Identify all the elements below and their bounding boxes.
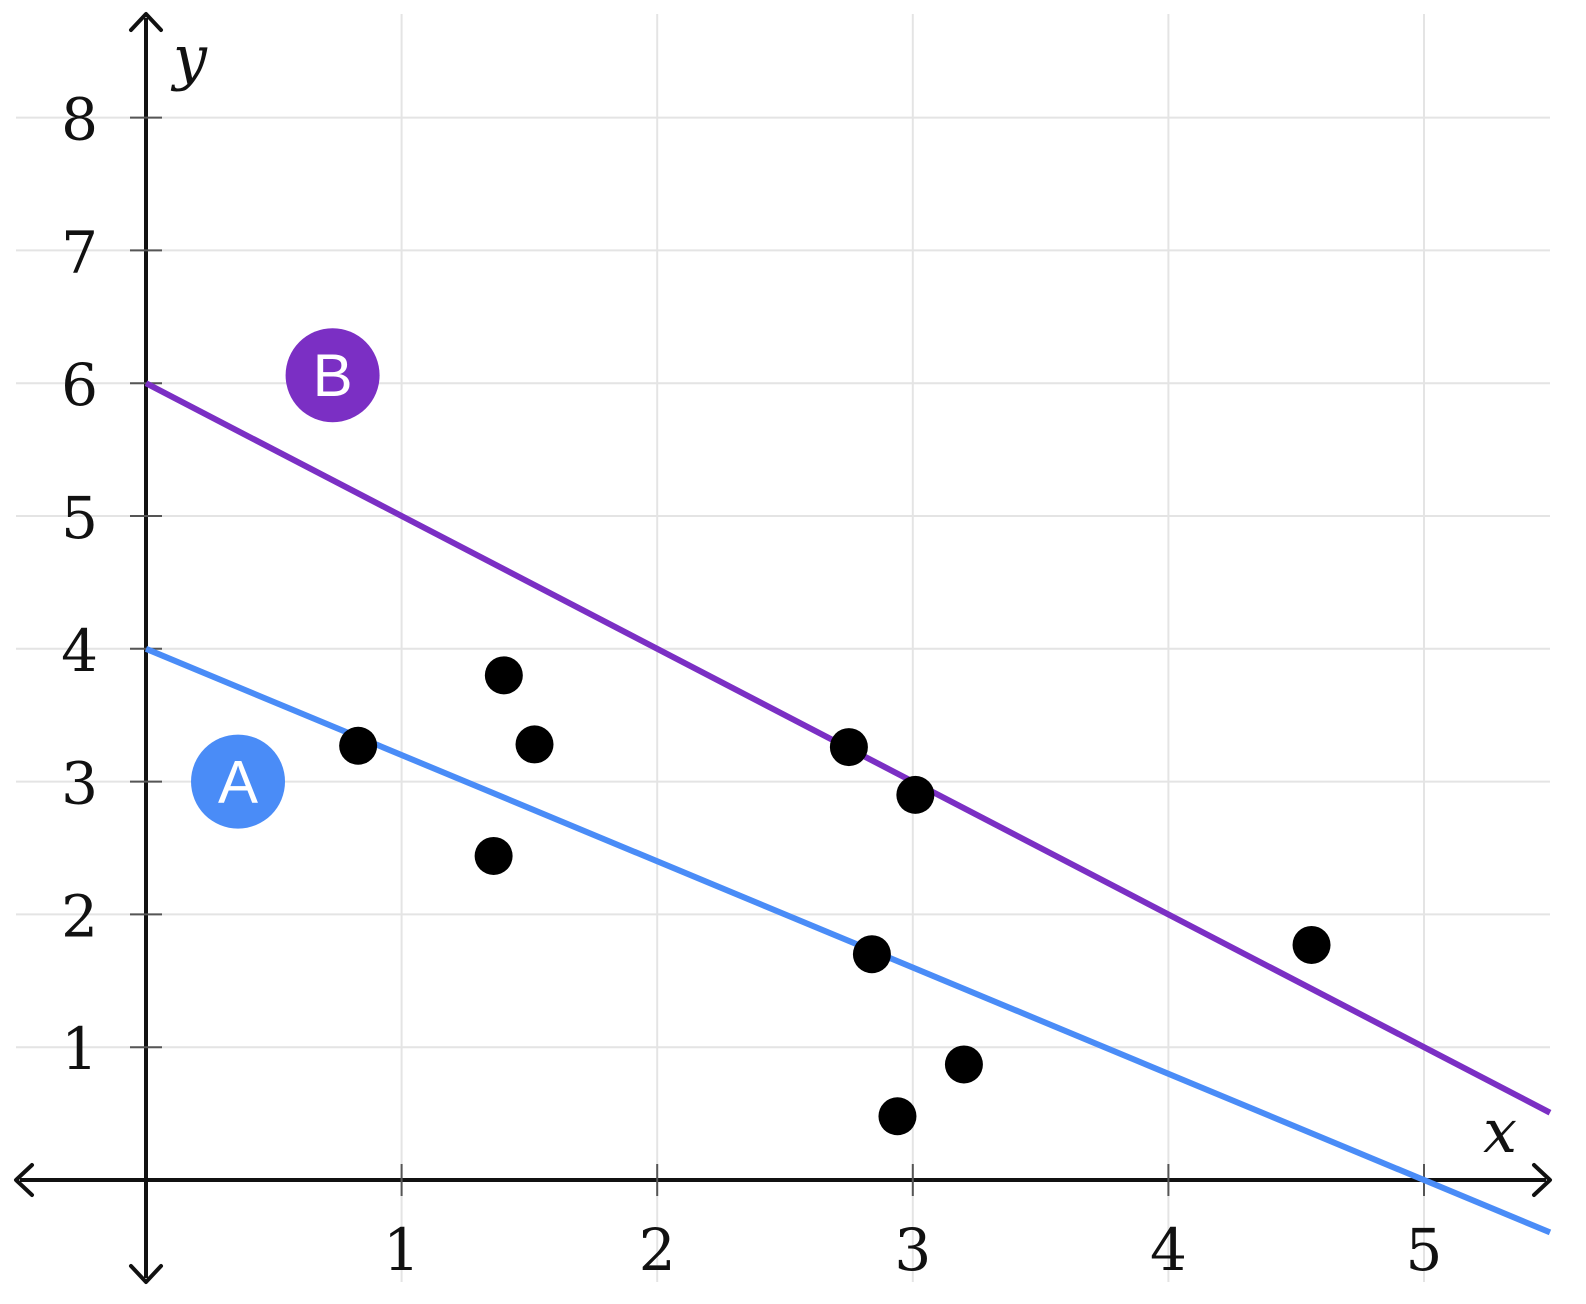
trend-lines xyxy=(144,380,1552,1236)
badge-label-b: B xyxy=(313,342,353,409)
data-point-3 xyxy=(484,656,523,695)
y-tick-label-1: 1 xyxy=(61,1015,98,1083)
x-tick-label-2: 2 xyxy=(639,1216,676,1284)
data-point-9 xyxy=(944,1045,983,1084)
x-axis-arrow-left-icon xyxy=(14,1163,34,1197)
x-tick-label-4: 4 xyxy=(1150,1216,1187,1284)
y-tick-label-6: 6 xyxy=(61,351,98,419)
axes: 1 2 3 4 5 1 2 3 4 5 6 7 8 x y xyxy=(14,12,1552,1284)
badge-a: A xyxy=(191,734,286,829)
x-axis-label: x xyxy=(1483,1097,1517,1167)
data-point-7 xyxy=(878,1097,917,1136)
data-points xyxy=(339,656,1331,1136)
badge-label-a: A xyxy=(218,749,258,816)
badge-circle-a xyxy=(191,734,286,829)
grid xyxy=(16,14,1550,1282)
data-point-4 xyxy=(515,725,554,764)
x-tick-label-5: 5 xyxy=(1406,1216,1443,1284)
y-axis-label: y xyxy=(170,23,208,93)
x-tick-label-1: 1 xyxy=(383,1216,420,1284)
data-point-6 xyxy=(852,935,891,974)
y-tick-label-7: 7 xyxy=(61,218,98,286)
y-tick-label-3: 3 xyxy=(61,750,98,818)
data-point-5 xyxy=(829,728,868,767)
y-tick-label-2: 2 xyxy=(61,882,98,950)
data-point-1 xyxy=(339,726,378,765)
y-tick-label-8: 8 xyxy=(61,86,98,154)
data-point-2 xyxy=(474,836,513,875)
badge-b: B xyxy=(285,328,380,423)
y-axis-arrow-up-icon xyxy=(129,12,163,32)
data-point-10 xyxy=(1292,925,1331,964)
y-tick-label-4: 4 xyxy=(61,617,98,685)
x-axis-arrow-right-icon xyxy=(1532,1163,1552,1197)
line-a xyxy=(144,646,1552,1236)
y-axis-arrow-down-icon xyxy=(129,1264,163,1284)
y-tick-label-5: 5 xyxy=(61,484,98,552)
badge-circle-b xyxy=(285,328,380,423)
line-badges: AB xyxy=(191,328,380,829)
data-point-8 xyxy=(896,775,935,814)
x-tick-label-3: 3 xyxy=(894,1216,931,1284)
